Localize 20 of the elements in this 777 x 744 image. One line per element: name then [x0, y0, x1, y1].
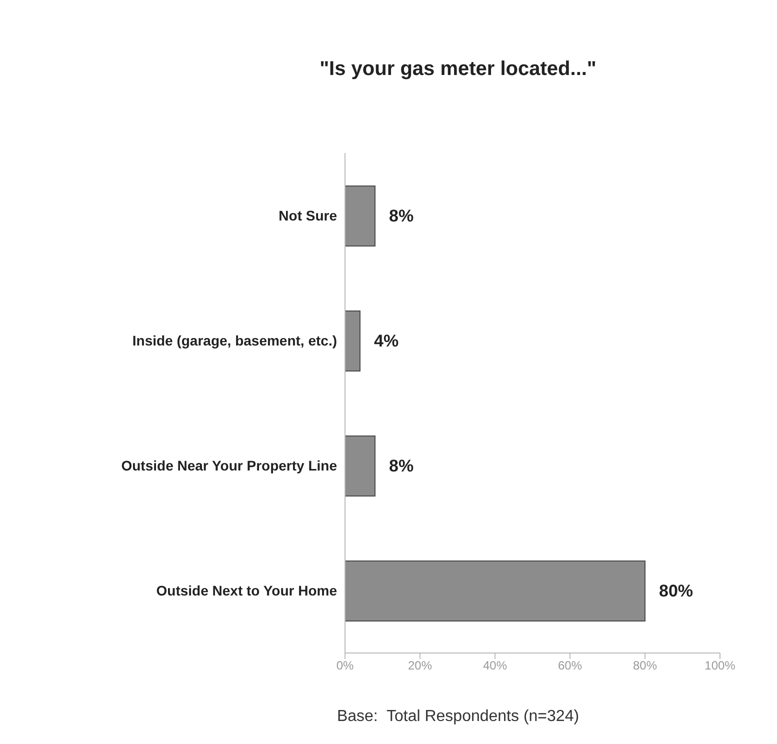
x-tick-label: 100%	[704, 658, 736, 673]
data-label: 8%	[389, 456, 414, 476]
bar	[345, 560, 646, 622]
data-label: 8%	[389, 206, 414, 226]
y-tick-label: Not Sure	[278, 207, 338, 224]
bar	[345, 186, 376, 246]
y-tick-label: Outside Near Your Property Line	[121, 457, 338, 474]
chart-title: "Is your gas meter located..."	[318, 58, 598, 81]
y-tick-label: Inside (garage, basement, etc.)	[132, 332, 337, 348]
bar	[345, 436, 376, 496]
data-label: 80%	[659, 582, 694, 600]
x-tick-label: 0%	[336, 658, 354, 673]
y-tick-label: Outside Next to Your Home	[156, 582, 338, 598]
bar	[345, 310, 360, 372]
x-tick-label: 60%	[558, 658, 582, 673]
text: Base: Total Respondents (n=324)	[336, 708, 580, 726]
x-tick-label: 20%	[408, 658, 432, 673]
x-tick-label: 40%	[482, 658, 508, 673]
data-label: 4%	[374, 332, 399, 350]
x-tick-label: 80%	[632, 658, 658, 673]
